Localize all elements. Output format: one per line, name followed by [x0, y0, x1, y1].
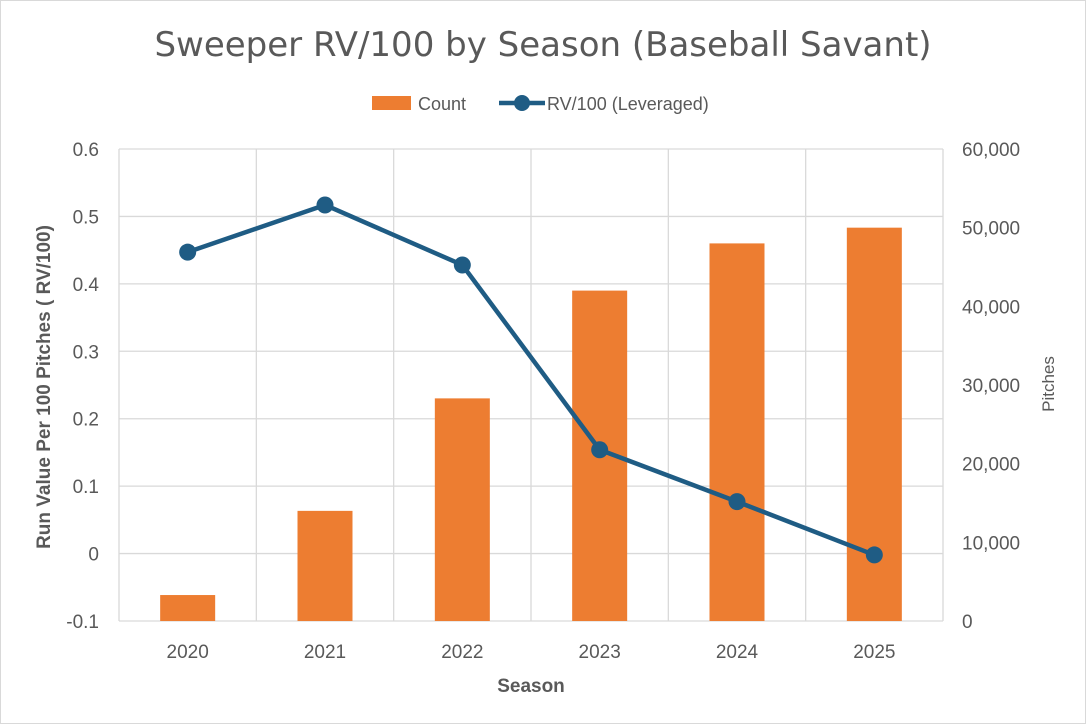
y-axis-title: Run Value Per 100 Pitches ( RV/100): [34, 225, 55, 549]
x-tick-label: 2020: [167, 642, 209, 663]
y-tick-label: 0: [88, 545, 99, 566]
x-tick-label: 2023: [579, 642, 621, 663]
y-tick-label: -0.1: [66, 612, 99, 633]
bar-2024: [709, 243, 765, 621]
y2-tick-label: 20,000: [962, 455, 1020, 476]
y-tick-label: 0.5: [73, 207, 99, 228]
rv-point-2021: [316, 196, 334, 214]
bar-2022: [434, 398, 490, 621]
legend-count-swatch: [372, 96, 411, 110]
x-tick-label: 2025: [853, 642, 895, 663]
y-tick-label: 0.1: [73, 477, 99, 498]
legend-count-label: Count: [418, 94, 466, 114]
rv-point-2022: [453, 256, 471, 274]
rv-point-2020: [179, 243, 197, 261]
x-tick-label: 2022: [441, 642, 483, 663]
x-axis-ticks: 2020 2021 2022 2023 2024 2025: [167, 642, 896, 663]
y-tick-label: 0.2: [73, 410, 99, 431]
x-axis-title: Season: [497, 676, 565, 697]
chart-title: Sweeper RV/100 by Season (Baseball Savan…: [154, 25, 931, 65]
y2-tick-label: 30,000: [962, 376, 1020, 397]
y2-axis-title: Pitches: [1039, 356, 1058, 412]
y-tick-label: 0.4: [73, 275, 100, 296]
rv-point-2023: [591, 441, 609, 459]
y2-tick-label: 50,000: [962, 219, 1020, 240]
rv-point-2024: [728, 493, 746, 511]
left-axis-ticks: -0.1 0 0.1 0.2 0.3 0.4 0.5 0.6: [66, 140, 99, 633]
x-tick-label: 2024: [716, 642, 759, 663]
rv-line: [186, 202, 876, 558]
legend: Count RV/100 (Leveraged): [372, 94, 709, 114]
bar-2021: [297, 510, 353, 621]
rv-line-series: [179, 196, 883, 564]
y2-tick-label: 10,000: [962, 533, 1020, 554]
y2-tick-label: 60,000: [962, 140, 1020, 161]
bar-2020: [160, 595, 216, 621]
y-tick-label: 0.6: [73, 140, 99, 161]
bars: [160, 227, 902, 621]
x-tick-label: 2021: [304, 642, 346, 663]
rv-point-2025: [865, 546, 883, 564]
gridlines: [118, 148, 944, 622]
right-axis-ticks: 0 10,000 20,000 30,000 40,000 50,000 60,000: [962, 140, 1020, 633]
y-tick-label: 0.3: [73, 342, 99, 363]
y2-tick-label: 40,000: [962, 297, 1020, 318]
legend-rv-label: RV/100 (Leveraged): [547, 94, 709, 114]
y2-tick-label: 0: [962, 612, 973, 633]
legend-rv-marker: [514, 95, 530, 111]
